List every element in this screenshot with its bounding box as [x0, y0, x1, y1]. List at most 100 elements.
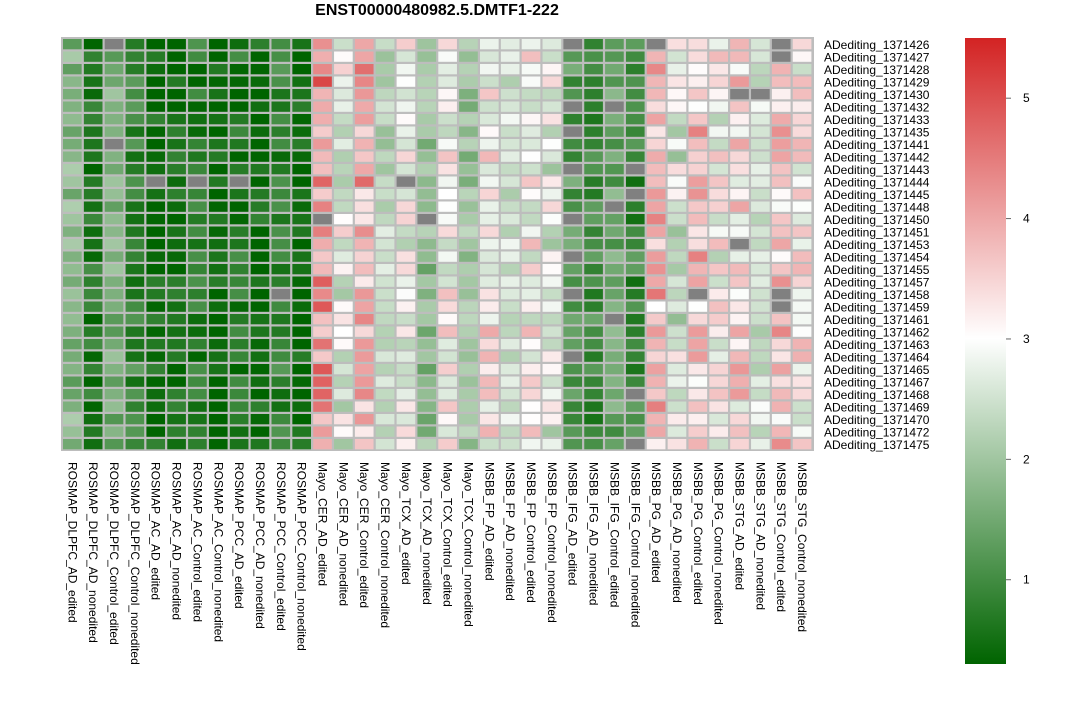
heatmap-cell — [292, 289, 311, 300]
heatmap-cell — [709, 314, 728, 325]
heatmap-cell — [229, 314, 249, 325]
heatmap-cell — [375, 214, 395, 225]
heatmap-cell — [563, 276, 583, 287]
heatmap-cell — [521, 164, 541, 175]
heatmap-cell — [334, 426, 353, 437]
heatmap-cell — [188, 389, 207, 400]
column-label: MSBB_IFG_AD_nonedited — [587, 462, 601, 605]
heatmap-cell — [188, 439, 207, 450]
heatmap-cell — [646, 189, 666, 200]
heatmap-cell — [688, 151, 708, 162]
heatmap-cell — [250, 139, 270, 150]
heatmap-cell — [292, 64, 311, 75]
row-label: ADediting_1371444 — [824, 176, 930, 190]
heatmap-cell — [667, 339, 687, 350]
heatmap-cell — [146, 101, 166, 112]
heatmap-cell — [500, 89, 520, 100]
heatmap-cell — [146, 426, 166, 437]
heatmap-cell — [375, 89, 395, 100]
heatmap-cell — [292, 39, 311, 50]
heatmap-cell — [709, 289, 728, 300]
heatmap-cell — [771, 114, 791, 125]
heatmap-cell — [688, 389, 708, 400]
heatmap-cell — [667, 51, 687, 62]
heatmap-cell — [104, 214, 124, 225]
heatmap-cell — [500, 126, 520, 137]
heatmap-cell — [271, 426, 291, 437]
heatmap-cell — [667, 214, 687, 225]
heatmap-cell — [438, 101, 457, 112]
heatmap-cell — [83, 239, 103, 250]
heatmap-cell — [271, 164, 291, 175]
heatmap-cell — [521, 251, 541, 262]
column-label: MSBB_PG_AD_edited — [649, 462, 663, 583]
heatmap-cell — [771, 301, 791, 312]
heatmap-cell — [417, 426, 437, 437]
heatmap-cell — [63, 176, 82, 187]
column-label: ROSMAP_PCC_Control_edited — [274, 462, 288, 631]
heatmap-cell — [417, 376, 437, 387]
heatmap-cell — [292, 351, 311, 362]
heatmap-cell — [584, 276, 603, 287]
heatmap-cell — [751, 89, 770, 100]
heatmap-cell — [146, 239, 166, 250]
heatmap-cell — [229, 39, 249, 50]
heatmap-cell — [375, 376, 395, 387]
heatmap-cell — [104, 239, 124, 250]
heatmap-cell — [63, 264, 82, 275]
heatmap-cell — [271, 189, 291, 200]
heatmap-cell — [542, 89, 562, 100]
heatmap-cell — [751, 226, 770, 237]
heatmap-cell — [417, 414, 437, 425]
heatmap-cell — [334, 326, 353, 337]
heatmap-cell — [563, 414, 583, 425]
heatmap-cell — [688, 201, 708, 212]
heatmap-cell — [625, 364, 645, 375]
heatmap-cell — [459, 76, 478, 87]
heatmap-cell — [250, 264, 270, 275]
heatmap-cell — [646, 64, 666, 75]
heatmap-cell — [751, 201, 770, 212]
heatmap-cell — [563, 51, 583, 62]
heatmap-cell — [605, 164, 624, 175]
heatmap-cell — [188, 289, 207, 300]
heatmap-cell — [229, 264, 249, 275]
heatmap-cell — [104, 126, 124, 137]
heatmap-cell — [292, 326, 311, 337]
heatmap-cell — [751, 39, 770, 50]
heatmap-cell — [709, 239, 728, 250]
heatmap-cell — [792, 114, 812, 125]
heatmap-cell — [709, 101, 728, 112]
heatmap-cell — [521, 39, 541, 50]
heatmap-cell — [63, 89, 82, 100]
column-label: ROSMAP_AC_AD_edited — [149, 462, 163, 600]
heatmap-cell — [521, 101, 541, 112]
heatmap-cell — [438, 339, 457, 350]
heatmap-cell — [709, 139, 728, 150]
heatmap-cell — [646, 101, 666, 112]
heatmap-cell — [188, 51, 207, 62]
heatmap-cell — [584, 339, 603, 350]
heatmap-cell — [480, 164, 499, 175]
row-label: ADediting_1371453 — [824, 238, 930, 252]
heatmap-cell — [480, 201, 499, 212]
heatmap-cell — [438, 51, 457, 62]
heatmap-cell — [396, 364, 416, 375]
heatmap-cell — [167, 351, 186, 362]
heatmap-cell — [500, 76, 520, 87]
heatmap-cell — [83, 414, 103, 425]
heatmap-cell — [104, 289, 124, 300]
heatmap-cell — [438, 251, 457, 262]
heatmap-cell — [313, 326, 332, 337]
heatmap-cell — [542, 401, 562, 412]
heatmap-cell — [375, 39, 395, 50]
heatmap-cell — [438, 414, 457, 425]
column-label: ROSMAP_AC_Control_edited — [190, 462, 204, 622]
heatmap-cell — [792, 301, 812, 312]
row-label: ADediting_1371458 — [824, 288, 930, 302]
heatmap-cell — [521, 326, 541, 337]
heatmap-cell — [313, 201, 332, 212]
heatmap-cell — [459, 276, 478, 287]
heatmap-cell — [83, 389, 103, 400]
